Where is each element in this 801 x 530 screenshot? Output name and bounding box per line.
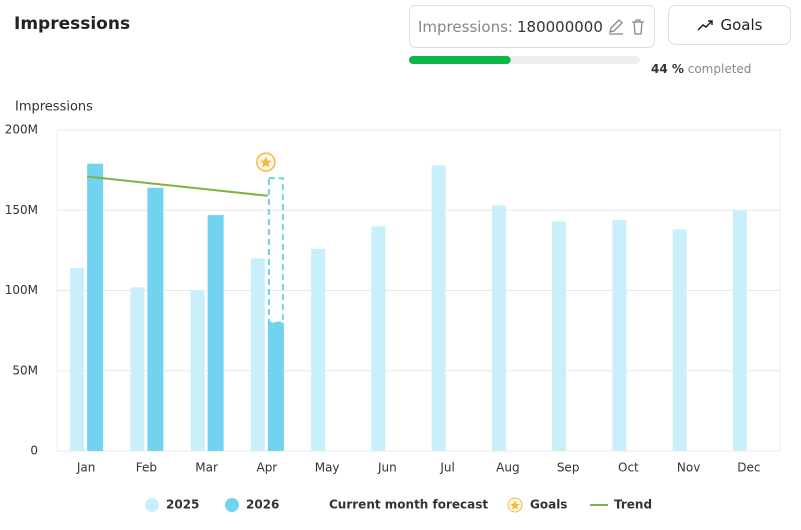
bar [267,322,284,451]
bar [250,258,265,451]
x-tick-label: Dec [737,461,760,475]
legend-star [510,500,520,510]
legend-label: Goals [530,498,567,512]
bar [147,187,164,451]
x-tick-label: Aug [496,461,519,475]
input-label: Impressions: [418,17,513,36]
bar [207,215,224,451]
input-value: 180000000 [516,17,603,36]
x-tick-label: Feb [136,461,157,475]
bar [431,165,446,451]
bar [130,287,145,451]
bar [552,221,567,451]
bar [732,210,747,451]
y-tick-label: 50M [12,363,38,377]
page-title: Impressions [14,14,131,34]
forecast-box [267,177,284,324]
y-tick-label: 0 [30,444,38,458]
trend-icon [696,20,713,31]
x-tick-label: Jan [76,461,96,475]
bar [371,226,386,451]
progress-suffix: completed [687,62,752,76]
goals-button[interactable]: Goals [668,5,791,45]
goal-star [260,156,272,168]
legend-label: 2026 [246,498,279,512]
x-tick-label: Apr [256,461,277,475]
x-tick-label: Nov [677,461,700,475]
bar [87,163,104,451]
bar [311,248,326,451]
bar [190,290,205,451]
edit-icon[interactable] [607,18,625,36]
goals-button-label: Goals [720,16,763,34]
legend-label: Current month forecast [329,498,488,512]
bar [672,229,687,451]
x-tick-label: Sep [557,461,580,475]
legend-swatch [225,498,239,512]
y-tick-label: 150M [5,203,38,217]
legend-label: 2025 [166,498,199,512]
y-tick-label: 200M [5,123,38,137]
bar [70,268,85,451]
trend-line [87,175,268,197]
progress-fill [409,56,511,64]
progress-text: 44 % completed [651,62,751,76]
delete-icon[interactable] [629,18,647,36]
x-tick-label: Oct [618,461,639,475]
legend-label: Trend [614,498,652,512]
bar [612,219,627,451]
x-tick-label: Jul [439,461,454,475]
x-tick-label: Mar [195,461,218,475]
y-tick-label: 100M [5,283,38,297]
progress-label: 44 % [651,62,684,76]
x-tick-label: May [315,461,340,475]
y-axis-label: Impressions [15,100,93,115]
bar [491,205,506,451]
goal-input[interactable]: Impressions: 180000000 [409,5,655,48]
legend-swatch [145,498,159,512]
x-tick-label: Jun [377,461,397,475]
